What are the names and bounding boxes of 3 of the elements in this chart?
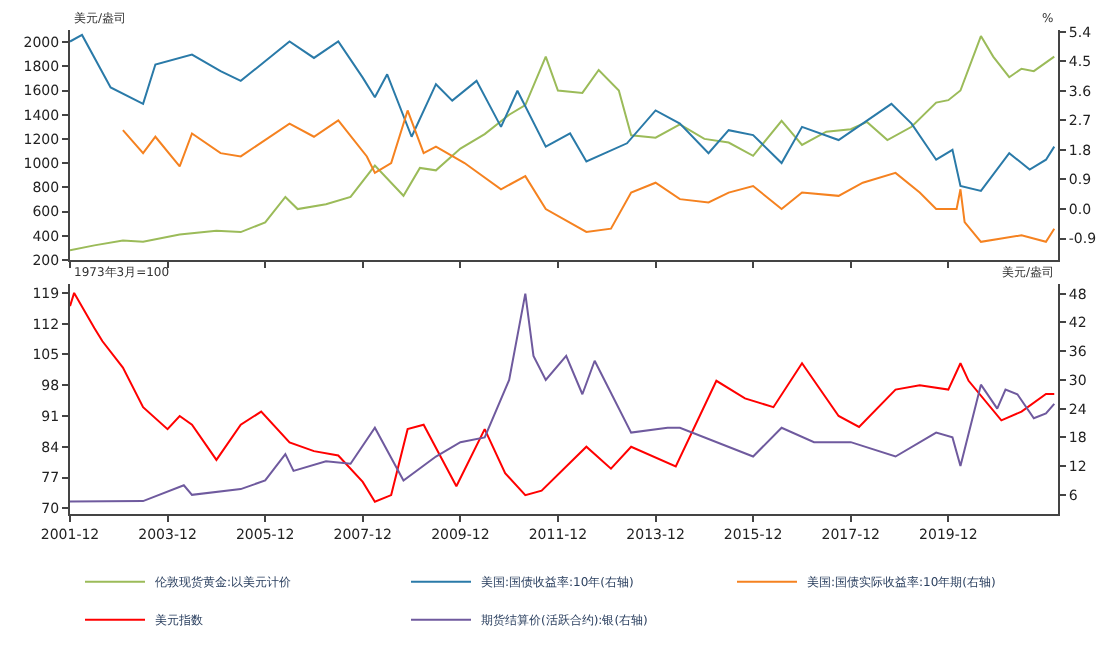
line-series (70, 33, 1056, 192)
line-series (121, 109, 1056, 243)
line-series (70, 35, 1056, 252)
